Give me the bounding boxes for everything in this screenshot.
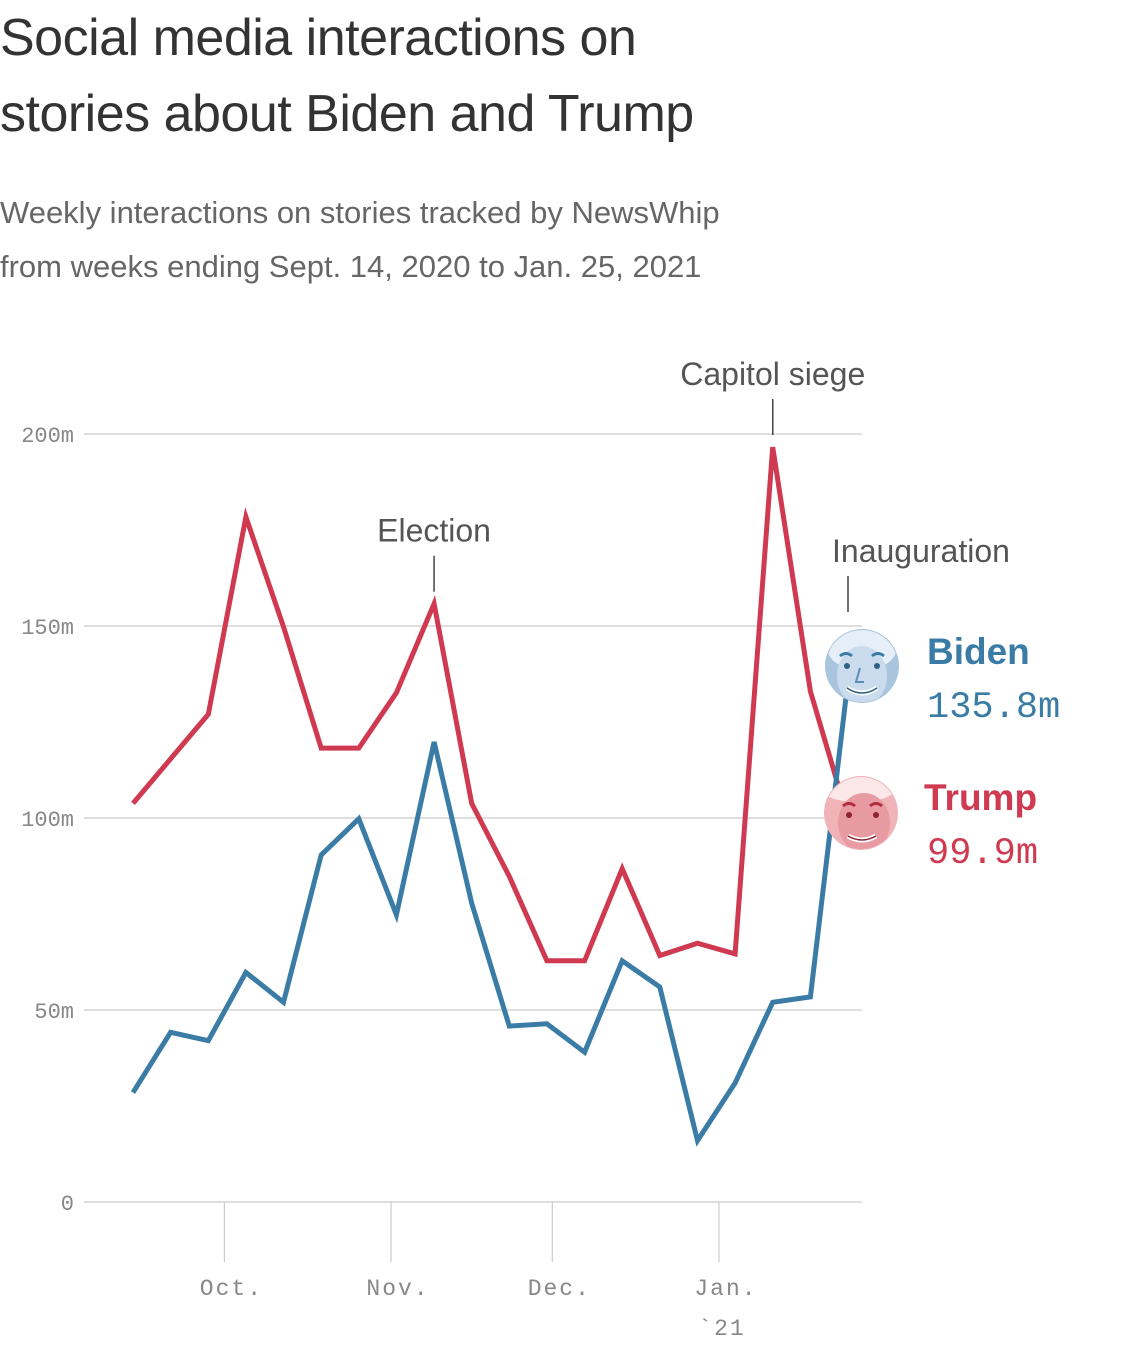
x-tick-sublabel: `21 <box>698 1316 745 1342</box>
trump-end-value: 99.9m <box>927 833 1038 875</box>
y-tick-label: 50m <box>34 1000 74 1025</box>
y-tick-label: 100m <box>21 808 74 833</box>
x-axis: Oct. Nov. Dec. Jan. `21 <box>200 1202 757 1342</box>
x-tick-label: Nov. <box>366 1276 429 1302</box>
x-tick-label: Oct. <box>200 1276 263 1302</box>
chart-subtitle: Weekly interactions on stories tracked b… <box>0 186 1000 294</box>
y-tick-label: 150m <box>21 616 74 641</box>
x-tick-label: Dec. <box>528 1276 591 1302</box>
x-tick-label: Jan. <box>694 1276 757 1302</box>
annotation-label: Inauguration <box>832 533 1010 569</box>
biden-series-label: Biden <box>927 631 1030 672</box>
chart-title: Social media interactions on stories abo… <box>0 0 1100 152</box>
biden-face-icon <box>825 629 899 703</box>
series-lines <box>130 446 851 1147</box>
annotation-label: Election <box>377 513 491 549</box>
biden-series-line <box>130 680 851 1147</box>
end-labels: Biden 135.8m Trump 99.9m <box>924 631 1060 875</box>
trump-series-line <box>131 446 851 964</box>
y-axis: 0 50m 100m 150m 200m <box>21 424 74 1217</box>
chart-subtitle-line-1: Weekly interactions on stories tracked b… <box>0 195 720 230</box>
gridlines <box>84 433 862 1203</box>
annotations: Election Capitol siege Inauguration <box>377 356 1010 612</box>
chart-title-line-1: Social media interactions on <box>0 9 637 67</box>
y-tick-label: 200m <box>21 424 74 449</box>
trump-series-label: Trump <box>924 777 1037 818</box>
biden-end-value: 135.8m <box>927 687 1060 729</box>
chart-title-line-2: stories about Biden and Trump <box>0 85 694 143</box>
chart-subtitle-line-2: from weeks ending Sept. 14, 2020 to Jan.… <box>0 249 702 284</box>
annotation-label: Capitol siege <box>680 356 865 392</box>
y-tick-label: 0 <box>61 1192 74 1217</box>
